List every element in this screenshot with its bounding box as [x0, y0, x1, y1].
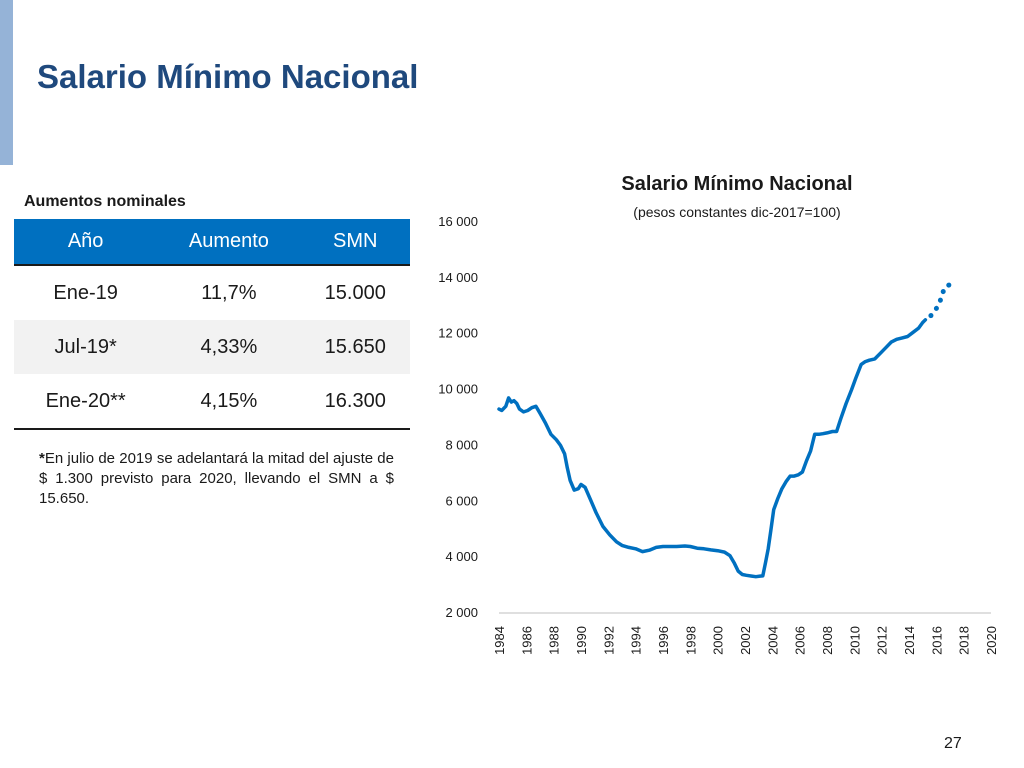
footnote-marker: *	[39, 450, 45, 467]
x-tick-label: 2004	[765, 626, 780, 655]
y-tick-label: 14 000	[438, 270, 478, 285]
x-tick-label: 2010	[847, 626, 862, 655]
cell-smn: 15.000	[324, 281, 386, 304]
x-tick-label: 2002	[738, 626, 753, 655]
x-tick-label: 1992	[601, 626, 616, 655]
increases-table: Año Aumento SMN Ene-19 11,7% 15.000 Jul-…	[14, 219, 410, 430]
series-group	[497, 279, 957, 579]
table-row: Jul-19* 4,33% 15.650	[14, 320, 410, 374]
x-tick-label: 1990	[574, 626, 589, 655]
x-tick-label: 2020	[984, 626, 999, 655]
header-smn: SMN	[300, 219, 410, 266]
x-tick-label: 2018	[957, 626, 972, 655]
y-tick-label: 12 000	[438, 326, 478, 341]
table-caption: Aumentos nominales	[24, 193, 186, 210]
y-tick-label: 2 000	[445, 605, 478, 620]
historical-series-line	[497, 318, 928, 579]
cell-year: Jul-19*	[14, 320, 158, 374]
cell-increase: 4,33%	[157, 320, 301, 374]
y-tick-label: 16 000	[438, 214, 478, 229]
table-row: Ene-19 11,7% 15.000	[14, 265, 410, 320]
x-tick-label: 1986	[519, 626, 534, 655]
cell-increase: 4,15%	[157, 374, 301, 430]
x-tick-label: 2016	[929, 626, 944, 655]
cell-smn: 15.650	[300, 320, 410, 374]
y-tick-label: 8 000	[445, 437, 478, 452]
x-tick-label: 2014	[902, 626, 917, 655]
projected-series-line	[928, 279, 957, 319]
table-row: Ene-20** 4,15% 16.300	[14, 374, 410, 430]
y-axis-ticks: 2 000 4 000 6 000 8 000 10 000 12 000 14 000 16…	[438, 214, 478, 620]
x-tick-label: 1998	[683, 626, 698, 655]
page-number: 27	[944, 735, 962, 752]
y-tick-label: 6 000	[445, 493, 478, 508]
y-tick-label: 4 000	[445, 549, 478, 564]
cell-increase: 11,7%	[201, 281, 257, 304]
x-tick-label: 1994	[629, 626, 644, 655]
x-tick-label: 2000	[711, 626, 726, 655]
accent-bar	[0, 0, 13, 165]
x-axis-ticks: 1984 1986 1988 1990 1992 1994 1996 1998 2000 2002…	[492, 626, 999, 655]
header-increase: Aumento	[157, 219, 301, 266]
x-tick-label: 2006	[793, 626, 808, 655]
x-tick-label: 2008	[820, 626, 835, 655]
x-tick-label: 1996	[656, 626, 671, 655]
x-tick-label: 1988	[547, 626, 562, 655]
page-title: Salario Mínimo Nacional	[37, 58, 419, 95]
footnote-text: En julio de 2019 se adelantará la mitad …	[39, 450, 394, 507]
x-tick-label: 1984	[492, 626, 507, 655]
cell-year: Ene-19	[53, 281, 118, 304]
cell-smn: 16.300	[300, 374, 410, 430]
chart-subtitle: (pesos constantes dic-2017=100)	[633, 204, 841, 220]
chart-title: Salario Mínimo Nacional	[621, 173, 853, 195]
footnote: *En julio de 2019 se adelantará la mitad…	[39, 449, 394, 509]
x-tick-label: 2012	[875, 626, 890, 655]
table-header-row: Año Aumento SMN	[14, 219, 410, 266]
header-year: Año	[14, 219, 158, 266]
cell-year: Ene-20**	[14, 374, 158, 430]
y-tick-label: 10 000	[438, 382, 478, 397]
